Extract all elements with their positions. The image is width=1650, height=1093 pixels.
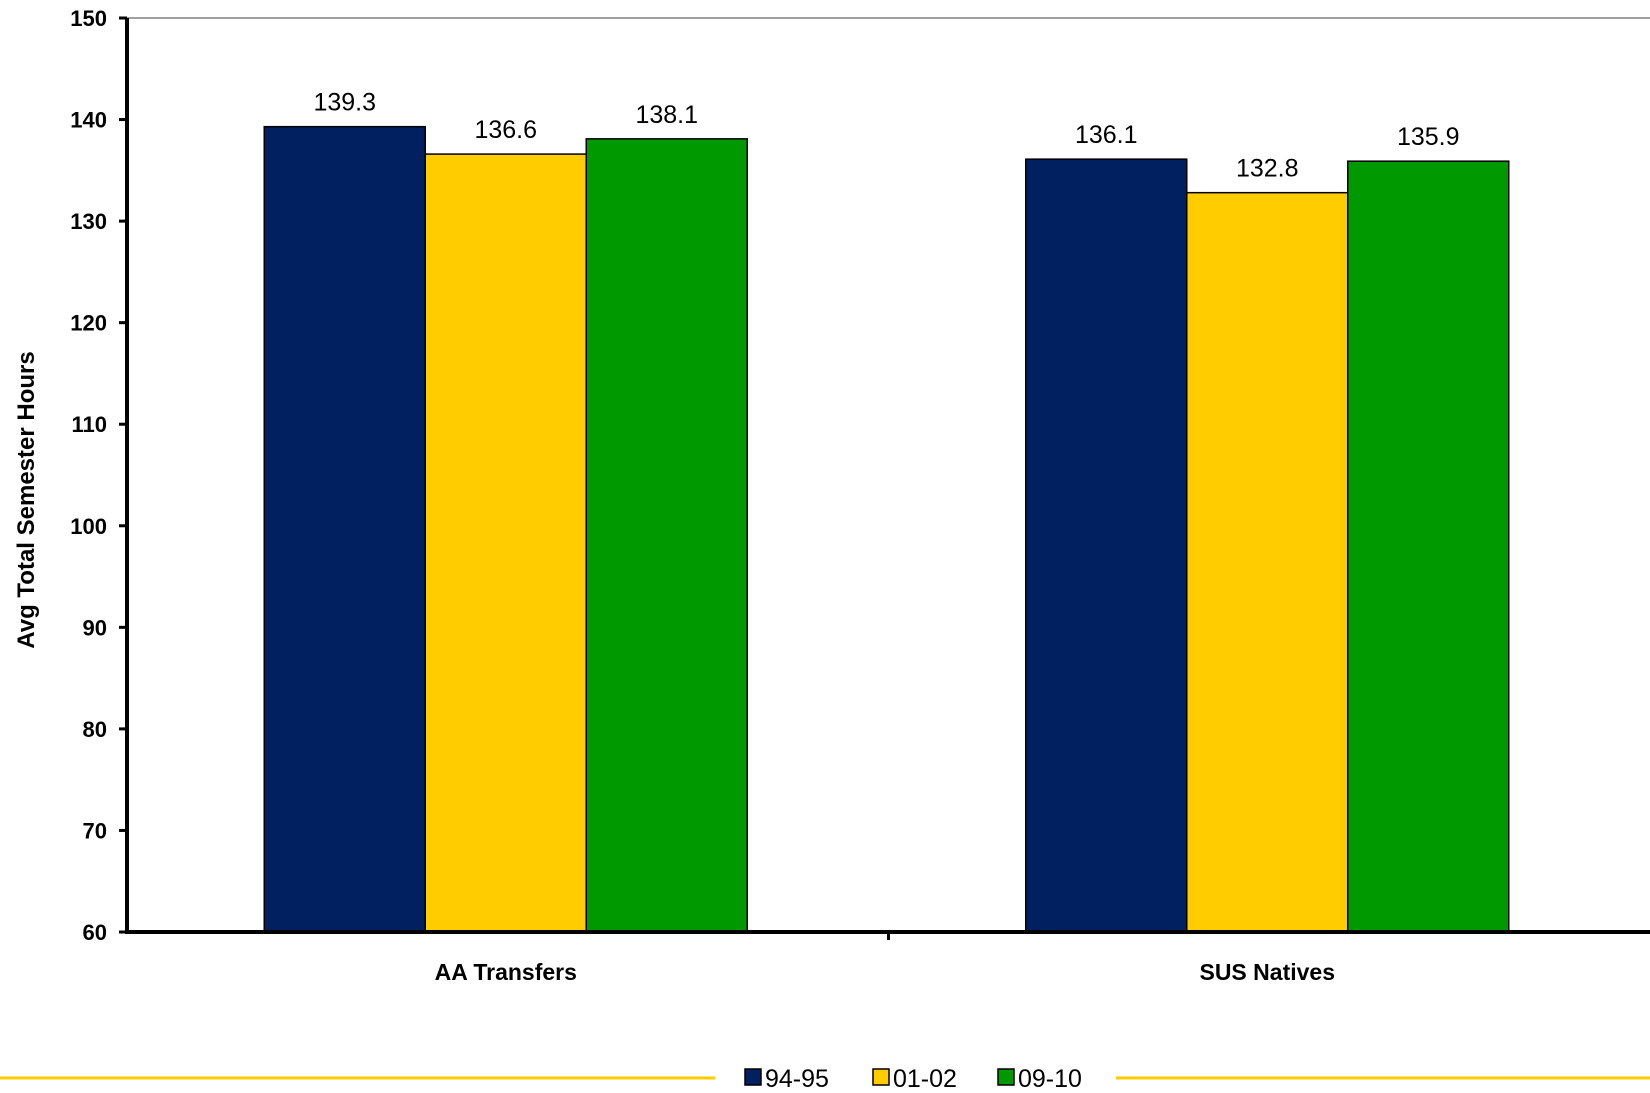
data-label: 132.8: [1236, 155, 1299, 183]
bar-01-02-aa-transfers: [424, 153, 587, 933]
x-axis: AA Transfers SUS Natives: [125, 930, 1650, 985]
y-tick-label: 70: [83, 818, 107, 843]
legend-label: 09-10: [1018, 1065, 1082, 1093]
y-tick-label: 150: [70, 6, 107, 31]
y-tick-label: 90: [83, 615, 107, 640]
data-label: 139.3: [313, 89, 376, 117]
y-tick-label: 120: [70, 311, 107, 336]
legend-swatch-94-95: [744, 1068, 762, 1086]
data-label: 138.1: [635, 101, 698, 129]
y-tick-label: 60: [83, 920, 107, 945]
data-label: 136.6: [474, 116, 537, 144]
data-label: 136.1: [1075, 121, 1138, 149]
bar-94-95-sus-natives: [1025, 158, 1188, 933]
x-category-label: SUS Natives: [1199, 959, 1335, 985]
y-axis: 60 70 80 90 100 110 120 130 140 150: [70, 6, 129, 945]
y-tick-label: 100: [70, 514, 107, 539]
bar-01-02-sus-natives: [1186, 191, 1349, 933]
bar-09-10-sus-natives: [1347, 160, 1510, 933]
data-label: 135.9: [1397, 123, 1460, 151]
y-tick-label: 110: [72, 412, 108, 437]
legend-swatch-09-10: [997, 1068, 1015, 1086]
legend-label: 94-95: [765, 1065, 829, 1093]
legend-label: 01-02: [893, 1065, 957, 1093]
data-labels: 139.3 136.6 138.1 136.1 132.8 135.9: [313, 89, 1459, 183]
y-axis-title: Avg Total Semester Hours: [13, 351, 40, 648]
y-tick-label: 130: [70, 209, 107, 234]
y-tick-label: 140: [70, 108, 107, 133]
x-category-label: AA Transfers: [435, 959, 577, 985]
bars: [263, 125, 1510, 933]
y-tick-label: 80: [83, 717, 107, 742]
bar-94-95-aa-transfers: [263, 125, 426, 933]
legend: 94-95 01-02 09-10: [0, 1065, 1650, 1093]
bar-09-10-aa-transfers: [585, 138, 748, 933]
legend-swatch-01-02: [872, 1068, 890, 1086]
